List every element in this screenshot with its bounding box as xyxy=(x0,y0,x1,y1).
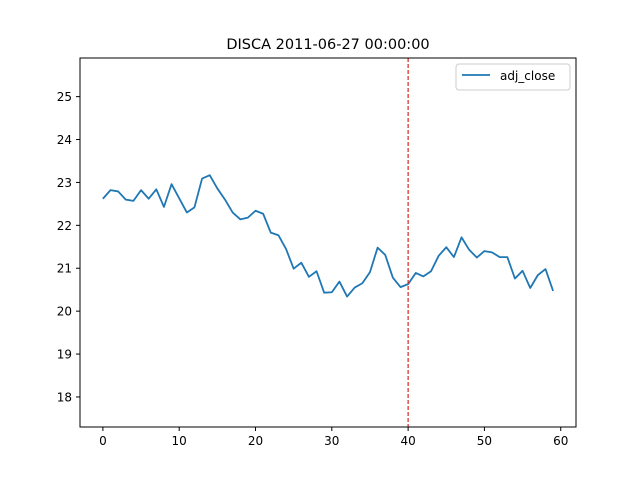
legend-box xyxy=(455,63,571,91)
y-tick-label: 25 xyxy=(57,90,72,104)
x-tick-label: 30 xyxy=(324,434,339,448)
y-tick-label: 23 xyxy=(57,176,72,190)
axes-frame xyxy=(79,57,577,428)
y-tick-label: 19 xyxy=(57,348,72,362)
y-tick-label: 21 xyxy=(57,262,72,276)
x-tick-label: 40 xyxy=(400,434,415,448)
series-line-adj-close xyxy=(102,174,554,298)
y-tick-label: 20 xyxy=(57,305,72,319)
x-tick-label: 20 xyxy=(248,434,263,448)
legend: adj_close xyxy=(455,63,571,91)
y-tick-label: 22 xyxy=(57,219,72,233)
x-tick-label: 50 xyxy=(477,434,492,448)
y-tick-label: 18 xyxy=(57,390,72,404)
chart-title: DISCA 2011-06-27 00:00:00 xyxy=(226,37,429,53)
axis-ticks: 0 10 20 30 40 50 60 18 19 20 21 22 23 24 25 xyxy=(57,90,569,448)
x-tick-label: 10 xyxy=(172,434,187,448)
x-tick-label: 0 xyxy=(99,434,107,448)
x-tick-label: 60 xyxy=(553,434,568,448)
plot-area xyxy=(102,58,554,427)
legend-label-adj-close: adj_close xyxy=(500,69,555,83)
y-tick-label: 24 xyxy=(57,133,72,147)
